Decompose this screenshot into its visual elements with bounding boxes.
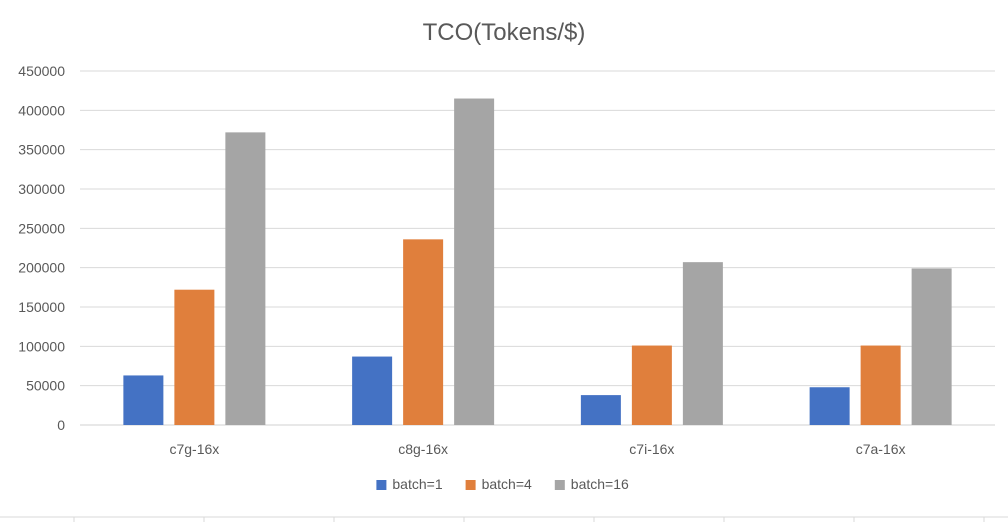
legend-swatch <box>554 480 565 490</box>
legend-label: batch=16 <box>571 476 629 492</box>
bar-c7i-16x-batch=1 <box>580 395 621 425</box>
bar-c8g-16x-batch=1 <box>352 356 393 425</box>
legend-swatch <box>465 480 476 490</box>
x-tick-label: c7g-16x <box>169 441 219 457</box>
y-tick-label: 300000 <box>18 181 65 197</box>
legend-item: batch=4 <box>465 476 532 492</box>
bar-c7a-16x-batch=4 <box>860 345 901 425</box>
bar-c8g-16x-batch=4 <box>403 239 444 425</box>
y-tick-label: 50000 <box>26 378 65 394</box>
outer-frame <box>0 516 1008 522</box>
bar-c7g-16x-batch=1 <box>123 375 164 425</box>
chart-title: TCO(Tokens/$) <box>423 19 586 46</box>
y-axis-tick-labels: 0 50000 100000 150000 200000 250000 300000 3500… <box>18 63 65 433</box>
y-tick-label: 200000 <box>18 260 65 276</box>
bar-c7i-16x-batch=16 <box>682 262 723 425</box>
x-axis-tick-labels: c7g-16x c8g-16x c7i-16x c7a-16x <box>169 441 905 457</box>
legend-item: batch=1 <box>376 476 443 492</box>
legend-label: batch=4 <box>482 476 532 492</box>
y-tick-label: 100000 <box>18 338 65 354</box>
legend-item: batch=16 <box>554 476 629 492</box>
bar-c7a-16x-batch=16 <box>911 268 952 425</box>
y-tick-label: 450000 <box>18 63 65 79</box>
y-tick-label: 400000 <box>18 102 65 118</box>
y-tick-label: 0 <box>57 417 65 433</box>
y-tick-label: 150000 <box>18 299 65 315</box>
legend: batch=1 batch=4 batch=16 <box>376 476 629 492</box>
bar-c7g-16x-batch=16 <box>225 132 266 426</box>
bar-c7a-16x-batch=1 <box>809 387 850 425</box>
bar-c7g-16x-batch=4 <box>174 289 215 425</box>
x-tick-label: c8g-16x <box>398 441 448 457</box>
x-tick-label: c7i-16x <box>629 441 674 457</box>
legend-swatch <box>376 480 387 490</box>
gridlines <box>80 70 995 426</box>
legend-label: batch=1 <box>392 476 442 492</box>
x-tick-label: c7a-16x <box>856 441 906 457</box>
bars <box>123 98 952 426</box>
y-tick-label: 350000 <box>18 142 65 158</box>
y-tick-label: 250000 <box>18 220 65 236</box>
bar-c8g-16x-batch=16 <box>454 98 495 426</box>
bar-c7i-16x-batch=4 <box>631 345 672 425</box>
